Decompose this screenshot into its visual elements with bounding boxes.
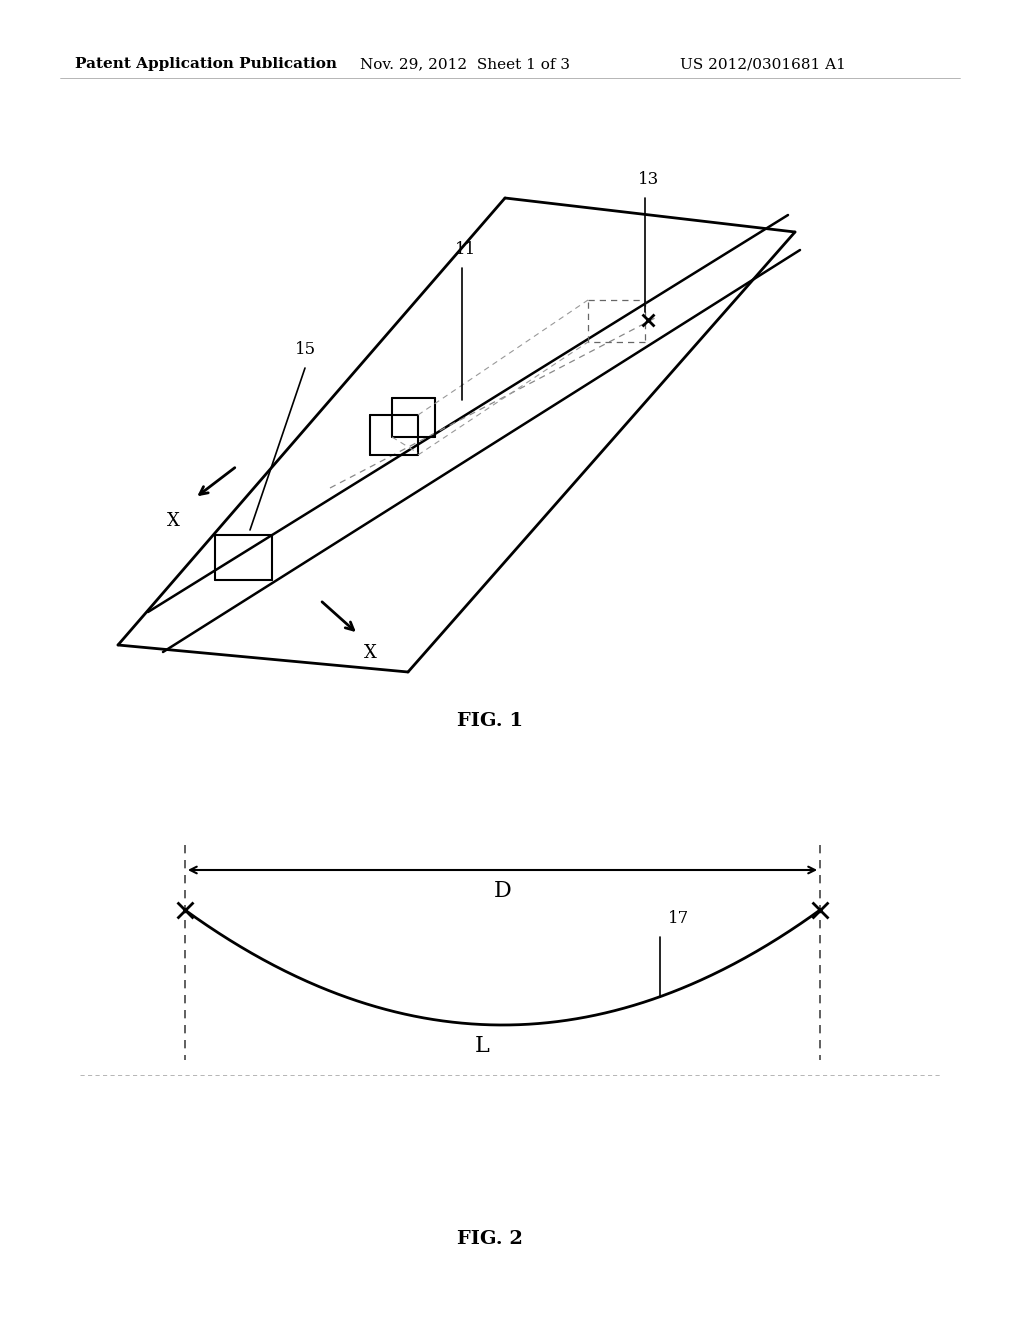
Text: Patent Application Publication: Patent Application Publication	[75, 57, 337, 71]
Text: 11: 11	[455, 242, 476, 257]
Text: Nov. 29, 2012  Sheet 1 of 3: Nov. 29, 2012 Sheet 1 of 3	[360, 57, 570, 71]
Text: 15: 15	[295, 341, 316, 358]
Text: D: D	[494, 880, 511, 902]
Text: L: L	[475, 1035, 489, 1057]
Text: 17: 17	[668, 909, 689, 927]
Text: FIG. 1: FIG. 1	[457, 711, 523, 730]
Text: X: X	[364, 644, 377, 663]
Text: X: X	[167, 512, 179, 531]
Text: FIG. 2: FIG. 2	[457, 1230, 523, 1247]
Text: 13: 13	[638, 172, 659, 187]
Text: US 2012/0301681 A1: US 2012/0301681 A1	[680, 57, 846, 71]
